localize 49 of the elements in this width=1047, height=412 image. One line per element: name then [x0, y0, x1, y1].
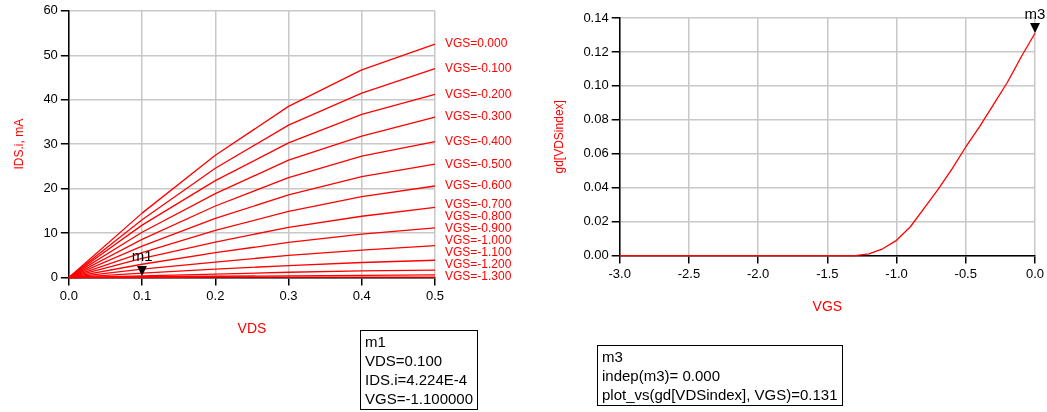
series-label: VGS=-1.200 [445, 257, 512, 272]
y-tick-label: 0.12 [583, 43, 609, 59]
y-tick-label: 0 [50, 269, 58, 285]
y-tick-label: 0.10 [583, 77, 609, 93]
series-label: VGS=-1.300 [445, 269, 512, 284]
y-tick-label: 20 [43, 180, 58, 196]
y-axis-title: IDS.i, mA [11, 118, 26, 170]
y-tick-label: 0.04 [583, 179, 609, 195]
x-tick-label: -3.0 [608, 265, 631, 281]
text: m3 indep(m3)= 0.000 plot_vs(gd[VDSindex], VGS)=0.131 [597, 345, 843, 406]
x-tick-label: -1.0 [885, 265, 908, 281]
x-tick-label: 0.2 [206, 287, 225, 303]
series-label: VGS=-0.400 [445, 133, 512, 148]
series-label: VGS=-0.800 [445, 209, 512, 224]
x-tick-label: 0.4 [352, 287, 371, 303]
y-tick-label: 0.14 [583, 9, 609, 25]
series-label: VGS=0.000 [445, 36, 508, 51]
series-label: VGS=-1.100 [445, 245, 512, 260]
series-label: VGS=-0.700 [445, 197, 512, 212]
y-tick-label: 50 [43, 46, 58, 62]
x-tick-label: -0.5 [954, 265, 977, 281]
series-label: VGS=-0.900 [445, 221, 512, 236]
x-tick-label: 0.0 [59, 287, 78, 303]
y-tick-label: 0.02 [583, 213, 609, 229]
series-label: VGS=-0.200 [445, 86, 512, 101]
text: m1 VDS=0.100 IDS.i=4.224E-4 VGS=-1.100000 [360, 330, 478, 410]
y-tick-label: 10 [43, 224, 58, 240]
y-tick-label: 40 [43, 91, 58, 107]
annotation: m3 [1024, 4, 1046, 22]
x-tick-label: 0.3 [279, 287, 298, 303]
x-tick-label: -2.5 [677, 265, 701, 281]
y-tick-label: 0.00 [583, 247, 609, 263]
x-tick-label: 0.0 [1025, 265, 1044, 281]
y-tick-label: 60 [43, 2, 58, 18]
x-tick-label: -2.0 [746, 265, 770, 281]
x-axis-title: VDS [237, 320, 267, 337]
x-tick-label: -1.5 [816, 265, 839, 281]
x-axis-title: VGS [812, 298, 843, 315]
series-label: VGS=-0.600 [445, 178, 512, 193]
series-label: VGS=-1.000 [445, 233, 512, 248]
series-label: VGS=-0.500 [445, 156, 512, 171]
y-tick-label: 0.08 [583, 111, 609, 127]
y-tick-label: 0.06 [583, 145, 609, 161]
series-label: VGS=-0.100 [445, 60, 512, 75]
x-tick-label: 0.1 [133, 287, 152, 303]
x-tick-label: 0.5 [425, 287, 445, 303]
series-label: VGS=-0.300 [445, 109, 512, 124]
y-tick-label: 30 [43, 135, 58, 151]
y-axis-title: gd[VDSindex] [551, 100, 566, 174]
